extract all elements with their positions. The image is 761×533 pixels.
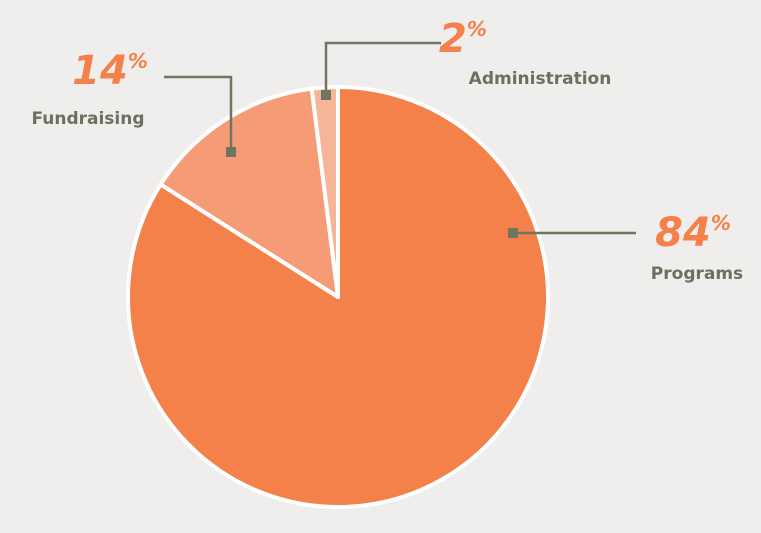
pie-wedge xyxy=(158,86,340,299)
leader-dot xyxy=(508,228,518,238)
leader-line xyxy=(324,41,441,95)
leader-dot xyxy=(226,147,236,157)
wedges xyxy=(126,85,550,509)
category-label: Administration xyxy=(469,69,612,89)
leader-line xyxy=(164,75,233,152)
value-label: 2% xyxy=(439,16,487,62)
category-label: Fundraising xyxy=(31,109,144,129)
category-label: Programs xyxy=(651,264,743,284)
labels: 84% Programs 14% Fundraising 2% Administratio… xyxy=(31,16,743,284)
leaders xyxy=(164,41,636,238)
value-label: 84% xyxy=(655,210,731,256)
value-label: 14% xyxy=(72,48,148,94)
leader-dot xyxy=(321,90,331,100)
